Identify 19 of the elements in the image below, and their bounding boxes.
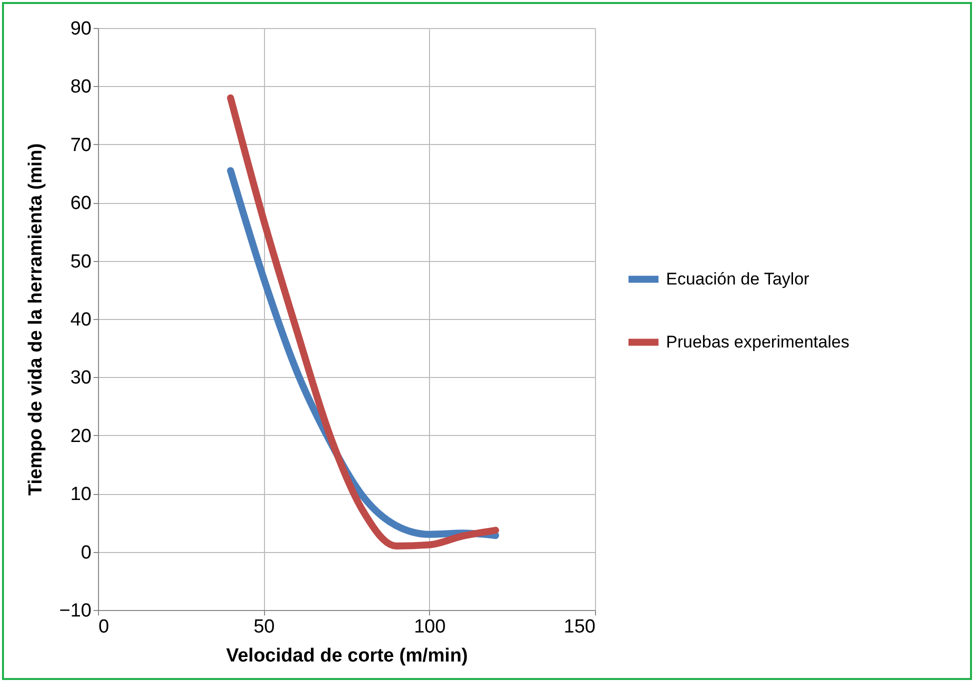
legend-label: Ecuación de Taylor bbox=[666, 269, 810, 288]
y-tick-label: 70 bbox=[70, 134, 92, 156]
x-tick-label: 100 bbox=[414, 616, 446, 638]
y-tick-label: 40 bbox=[70, 310, 92, 330]
x-tick-label: 0 bbox=[98, 616, 110, 638]
legend-label: Pruebas experimentales bbox=[666, 332, 850, 352]
y-axis-title: Tiempo de vida de la herramienta (min) bbox=[25, 143, 46, 496]
y-tick-label: 20 bbox=[70, 426, 92, 447]
x-tick-label: 150 bbox=[564, 616, 596, 638]
y-tick-label: −10 bbox=[59, 600, 92, 622]
y-tick-label: 10 bbox=[70, 484, 92, 506]
y-tick-label: 90 bbox=[70, 18, 92, 40]
x-axis-title: Velocidad de corte (m/min) bbox=[226, 646, 468, 666]
x-tick-label: 50 bbox=[254, 616, 275, 638]
y-tick-label: 50 bbox=[70, 251, 92, 272]
y-tick-label: 60 bbox=[70, 193, 92, 214]
y-tick-label: 80 bbox=[70, 76, 92, 98]
y-tick-label: 0 bbox=[80, 542, 92, 564]
y-tick-label: 30 bbox=[70, 368, 92, 389]
